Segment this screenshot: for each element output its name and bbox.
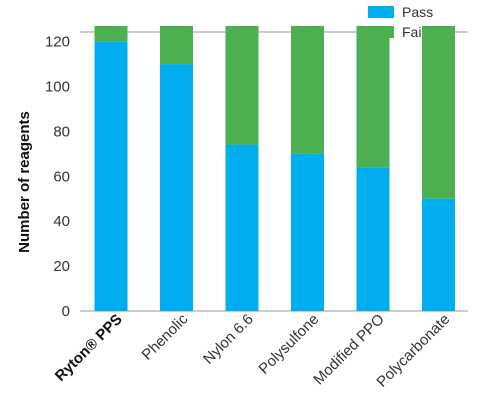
y-tick-label: 60 <box>53 168 70 185</box>
y-tick-label: 80 <box>53 123 70 140</box>
bar-segment-fail <box>160 25 193 65</box>
bar-segment-pass <box>291 153 324 311</box>
bars <box>94 25 455 312</box>
x-tick-label: Phenolic <box>139 310 192 363</box>
y-tick-label: 120 <box>45 34 70 51</box>
y-tick-label: 0 <box>62 303 70 320</box>
legend-swatch-pass <box>368 6 394 18</box>
bar-segment-pass <box>94 41 128 312</box>
y-axis-title: Number of reagents <box>16 111 33 253</box>
bar-segment-fail <box>356 25 390 168</box>
y-tick-label: 100 <box>45 79 70 96</box>
bar-segment-pass <box>422 198 455 311</box>
x-tick-label: Polysulfone <box>255 311 322 378</box>
x-tick-label: Ryton® PPS <box>52 311 126 385</box>
y-tick-label: 20 <box>53 258 70 275</box>
bar-segment-fail <box>422 25 455 199</box>
y-axis-ticks: 0 20 40 60 80 100 120 <box>45 34 70 320</box>
x-tick-label: Nylon 6.6 <box>200 311 257 368</box>
bar-segment-fail <box>94 25 128 42</box>
bar-segment-pass <box>160 64 193 311</box>
legend-label-pass: Pass <box>402 4 433 20</box>
y-tick-label: 40 <box>53 213 70 230</box>
legend-label-fail: Fail <box>402 24 425 40</box>
bar-segment-pass <box>225 144 259 311</box>
bar-segment-fail <box>291 25 324 154</box>
x-axis-labels: Ryton® PPS Phenolic Nylon 6.6PolysulfoneMo… <box>52 310 454 390</box>
bar-segment-pass <box>356 167 390 311</box>
bar-segment-fail <box>225 25 259 145</box>
